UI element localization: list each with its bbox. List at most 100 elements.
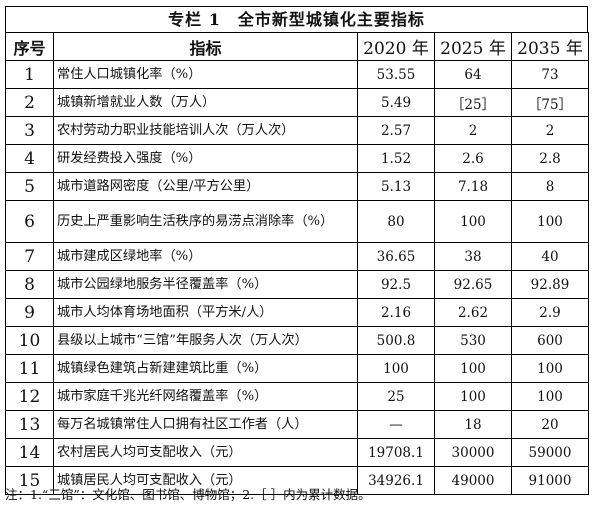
table-row: 8 城市公园绿地服务半径覆盖率（%） 92.5 92.65 92.89 (5, 270, 589, 299)
value-2025: 100 (434, 354, 512, 383)
value-2020: 100 (357, 354, 435, 383)
indicator-name: 常住人口城镇化率（%） (53, 60, 358, 89)
indicator-name: 历史上严重影响生活秩序的易涝点消除率（%） (53, 200, 358, 243)
indicator-name: 城市道路网密度（公里/平方公里） (53, 172, 358, 201)
value-2025: 64 (434, 60, 512, 89)
header-2035: 2035 年 (511, 32, 589, 61)
row-number: 7 (5, 242, 54, 271)
value-2035: 2.9 (511, 298, 589, 327)
indicator-name: 农村居民人均可支配收入（元） (53, 438, 358, 467)
value-2020: 36.65 (357, 242, 435, 271)
value-2035: 2 (511, 116, 589, 145)
value-2020: 92.5 (357, 270, 435, 299)
indicator-name: 农村劳动力职业技能培训人次（万人次） (53, 116, 358, 145)
value-2035: 91000 (511, 466, 589, 495)
value-2020: 1.52 (357, 144, 435, 173)
value-2020: 25 (357, 382, 435, 411)
table-row: 12 城市家庭千兆光纤网络覆盖率（%） 25 100 100 (5, 382, 589, 411)
row-number: 10 (5, 326, 54, 355)
value-2025: 530 (434, 326, 512, 355)
value-2035: 2.8 (511, 144, 589, 173)
row-number: 14 (5, 438, 54, 467)
table-row: 10 县级以上城市“三馆”年服务人次（万人次） 500.8 530 600 (5, 326, 589, 355)
value-2025: 100 (434, 200, 512, 243)
value-2025: 7.18 (434, 172, 512, 201)
indicator-name: 城镇绿色建筑占新建建筑比重（%） (53, 354, 358, 383)
header-name: 指标 (53, 32, 358, 61)
value-2020: 19708.1 (357, 438, 435, 467)
table-row: 2 城镇新增就业人数（万人） 5.49 ［25］ ［75］ (5, 88, 589, 117)
value-2020: 80 (357, 200, 435, 243)
value-2035: 20 (511, 410, 589, 439)
header-no: 序号 (5, 32, 54, 61)
value-2035: 40 (511, 242, 589, 271)
table-body: 1 常住人口城镇化率（%） 53.55 64 73 2 城镇新增就业人数（万人） 5.49 ［2… (5, 60, 589, 495)
table-title: 专栏 1 全市新型城镇化主要指标 (5, 6, 588, 32)
row-number: 4 (5, 144, 54, 173)
table-row: 5 城市道路网密度（公里/平方公里） 5.13 7.18 8 (5, 172, 589, 201)
table-row: 3 农村劳动力职业技能培训人次（万人次） 2.57 2 2 (5, 116, 589, 145)
value-2035: 600 (511, 326, 589, 355)
value-2025: 2.6 (434, 144, 512, 173)
row-number: 11 (5, 354, 54, 383)
indicator-name: 城市人均体育场地面积（平方米/人） (53, 298, 358, 327)
indicator-name: 城市公园绿地服务半径覆盖率（%） (53, 270, 358, 299)
table-row: 13 每万名城镇常住人口拥有社区工作者（人） —18 20 (5, 410, 589, 439)
value-2035: 92.89 (511, 270, 589, 299)
value-2035: 73 (511, 60, 589, 89)
row-number: 6 (5, 200, 54, 243)
indicator-table: 序号 指标 2020 年 2025 年 2035 年 1 常住人口城镇化率（%） 5… (5, 32, 589, 495)
table-row: 4 研发经费投入强度（%） 1.52 2.6 2.8 (5, 144, 589, 173)
row-number: 3 (5, 116, 54, 145)
value-2020: — (357, 410, 435, 439)
row-number: 12 (5, 382, 54, 411)
value-2025: ［25］ (434, 88, 512, 117)
row-number: 15 (5, 466, 54, 495)
value-2025: 49000 (434, 466, 512, 495)
value-2035: 100 (511, 382, 589, 411)
value-2025: 2.62 (434, 298, 512, 327)
value-2035: ［75］ (511, 88, 589, 117)
value-2020: 53.55 (357, 60, 435, 89)
indicator-name: 城市建成区绿地率（%） (53, 242, 358, 271)
value-2020: 5.13 (357, 172, 435, 201)
table-row: 11 城镇绿色建筑占新建建筑比重（%） 100 100 100 (5, 354, 589, 383)
indicator-name: 城镇居民人均可支配收入（元） (53, 466, 358, 495)
indicator-name: 城市家庭千兆光纤网络覆盖率（%） (53, 382, 358, 411)
row-number: 5 (5, 172, 54, 201)
table-row: 7 城市建成区绿地率（%） 36.65 38 40 (5, 242, 589, 271)
row-number: 13 (5, 410, 54, 439)
value-2035: 8 (511, 172, 589, 201)
value-2025: 2 (434, 116, 512, 145)
header-2020: 2020 年 (357, 32, 435, 61)
value-2035: 100 (511, 200, 589, 243)
value-2020: 2.16 (357, 298, 435, 327)
indicator-name: 城镇新增就业人数（万人） (53, 88, 358, 117)
indicator-name: 县级以上城市“三馆”年服务人次（万人次） (53, 326, 358, 355)
table-row: 1 常住人口城镇化率（%） 53.55 64 73 (5, 60, 589, 89)
value-2025: 92.65 (434, 270, 512, 299)
row-number: 9 (5, 298, 54, 327)
value-2020: 5.49 (357, 88, 435, 117)
indicator-name: 每万名城镇常住人口拥有社区工作者（人） (53, 410, 358, 439)
row-number: 8 (5, 270, 54, 299)
row-number: 2 (5, 88, 54, 117)
value-2025: 38 (434, 242, 512, 271)
value-2025: 30000 (434, 438, 512, 467)
value-2025: 100 (434, 382, 512, 411)
value-2020: 500.8 (357, 326, 435, 355)
table-row: 14 农村居民人均可支配收入（元） 19708.1 30000 59000 (5, 438, 589, 467)
header-2025: 2025 年 (434, 32, 512, 61)
value-2035: 59000 (511, 438, 589, 467)
indicator-name: 研发经费投入强度（%） (53, 144, 358, 173)
value-2025: 18 (434, 410, 512, 439)
table-row: 6 历史上严重影响生活秩序的易涝点消除率（%） 80 100 100 (5, 200, 589, 243)
header-row: 序号 指标 2020 年 2025 年 2035 年 (5, 32, 589, 61)
table-row: 15 城镇居民人均可支配收入（元） 34926.1 49000 91000 (5, 466, 589, 495)
table-row: 9 城市人均体育场地面积（平方米/人） 2.16 2.62 2.9 (5, 298, 589, 327)
row-number: 1 (5, 60, 54, 89)
value-2020: 2.57 (357, 116, 435, 145)
value-2035: 100 (511, 354, 589, 383)
table-note: 注：1.“三馆”：文化馆、图书馆、博物馆；2.［ ］内为累计数据。 (5, 487, 371, 502)
